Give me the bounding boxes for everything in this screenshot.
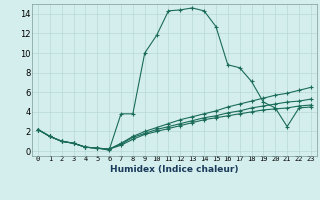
X-axis label: Humidex (Indice chaleur): Humidex (Indice chaleur)	[110, 165, 239, 174]
